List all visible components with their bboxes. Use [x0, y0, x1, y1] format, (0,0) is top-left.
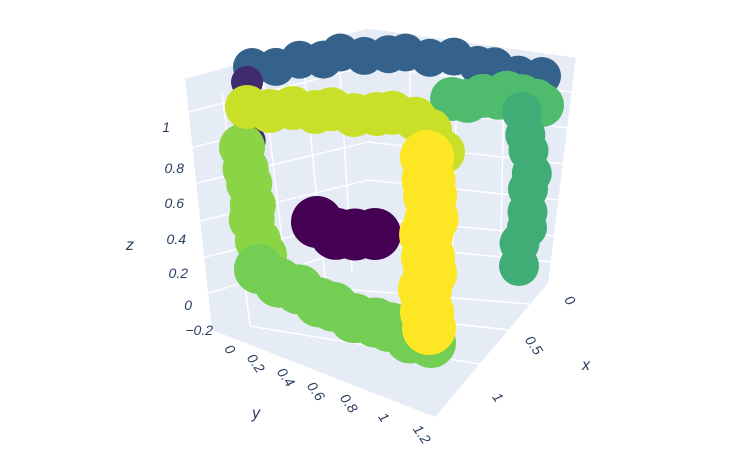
y-tick-label: 0.8 [337, 391, 361, 416]
grid-line [367, 27, 577, 58]
x-axis-title: x [581, 357, 591, 374]
x-tick-label: 1 [489, 389, 507, 405]
y-tick-label: 1 [375, 409, 393, 425]
y-tick-label: 1.2 [410, 422, 434, 447]
y-tick-label: 0.4 [274, 365, 298, 390]
z-axis-title: z [125, 237, 134, 254]
y-tick-label: 0.6 [304, 379, 328, 404]
marker-group[interactable] [291, 196, 401, 261]
z-tick-label: 1 [162, 119, 170, 135]
x-tick-label: 0.5 [522, 333, 546, 358]
z-tick-label: 0.8 [165, 160, 185, 176]
y-tick-label: 0 [221, 341, 239, 357]
grid-line [196, 179, 369, 223]
grid-line [187, 65, 369, 113]
z-axis: 1 0.8 0.6 0.4 0.2 0 −0.2 z [125, 119, 213, 338]
markers[interactable] [219, 33, 564, 369]
z-tick-label: 0 [184, 297, 192, 313]
marker-group[interactable] [234, 244, 456, 368]
marker-group[interactable] [225, 85, 465, 174]
grid-line [192, 141, 369, 185]
x-tick-label: 0 [561, 292, 579, 308]
scatter-point[interactable] [349, 208, 401, 260]
z-tick-label: −0.2 [185, 322, 213, 338]
y-tick-label: 0.2 [244, 351, 268, 376]
marker-group[interactable] [233, 33, 561, 96]
y-axis-title: y [251, 405, 261, 422]
z-tick-label: 0.2 [169, 265, 189, 281]
marker-group[interactable] [499, 92, 552, 286]
scatter-point[interactable] [402, 301, 456, 355]
marker-group[interactable] [398, 130, 459, 355]
z-tick-label: 0.6 [165, 195, 185, 211]
scatter-point[interactable] [499, 246, 539, 286]
z-tick-label: 0.4 [167, 231, 187, 247]
